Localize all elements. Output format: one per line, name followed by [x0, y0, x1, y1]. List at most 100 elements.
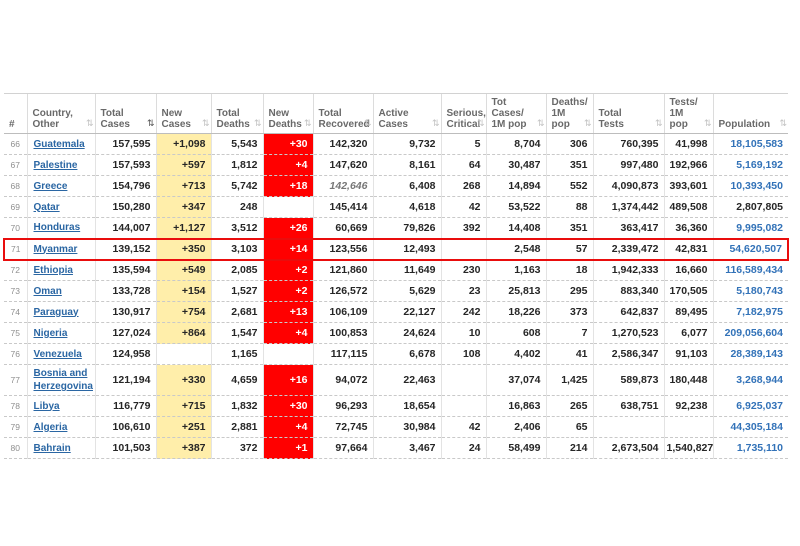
table-row: 75 Nigeria 127,024 +864 1,547 +4 100,853 24,624… — [4, 322, 788, 344]
new-deaths-cell: +30 — [262, 395, 313, 417]
total-recovered-cell: 106,109 — [312, 301, 373, 323]
country-link[interactable]: Oman — [33, 285, 62, 297]
deaths-1m-cell: 88 — [545, 196, 593, 218]
population-link[interactable]: 3,268,944 — [736, 374, 783, 386]
country-link[interactable]: Palestine — [33, 159, 78, 171]
header-tests_1m[interactable]: Tests/1M pop ⇅ — [663, 93, 713, 134]
header-deaths_1m[interactable]: Deaths/1M pop ⇅ — [545, 93, 593, 134]
header-total_recovered[interactable]: Total Recovered ⇅ — [312, 93, 373, 134]
population-link[interactable]: 28,389,143 — [730, 348, 783, 360]
population-link[interactable]: 1,735,110 — [736, 442, 783, 454]
header-new_deaths[interactable]: New Deaths ⇅ — [262, 93, 313, 134]
population-link[interactable]: 44,305,184 — [730, 421, 783, 433]
header-total_deaths[interactable]: Total Deaths ⇅ — [210, 93, 263, 134]
total-cases-cell: 139,152 — [94, 237, 156, 261]
header-label: Deaths/ — [551, 97, 588, 108]
header-population[interactable]: Population ⇅ — [712, 93, 788, 134]
total-recovered-cell: 100,853 — [312, 322, 373, 344]
population-link[interactable]: 10,393,450 — [730, 180, 783, 192]
serious-critical-cell: 230 — [440, 259, 486, 281]
table-row: 73 Oman 133,728 +154 1,527 +2 126,572 5,629 23 25… — [4, 280, 788, 302]
sort-icon: ⇅ — [536, 119, 545, 129]
country-link[interactable]: Ethiopia — [33, 264, 73, 276]
total-recovered-cell: 142,646 — [312, 175, 373, 197]
country-link[interactable]: Algeria — [33, 421, 68, 433]
country-link[interactable]: Myanmar — [33, 243, 78, 255]
header-label: Total — [598, 108, 622, 119]
sort-icon: ⇅ — [431, 119, 440, 129]
population-link[interactable]: 116,589,434 — [725, 264, 783, 277]
population-link[interactable]: 5,180,743 — [736, 285, 783, 297]
header-active_cases[interactable]: Active Cases ⇅ — [372, 93, 441, 134]
country-link[interactable]: Honduras — [33, 222, 81, 234]
total-tests-cell: 1,374,442 — [592, 196, 664, 218]
new-deaths-cell: +2 — [262, 280, 313, 302]
total-cases-cell: 157,593 — [94, 154, 156, 176]
header-country[interactable]: Country, Other ⇅ — [26, 93, 95, 134]
country-link[interactable]: Venezuela — [33, 348, 82, 360]
active-cases-cell: 11,649 — [372, 259, 441, 281]
header-label: Active — [378, 108, 409, 119]
header-label: Cases — [161, 119, 191, 130]
total-cases-cell: 154,796 — [94, 175, 156, 197]
deaths-1m-cell: 552 — [545, 175, 593, 197]
population-link[interactable]: 9,995,082 — [736, 221, 783, 234]
total-deaths-cell: 3,512 — [210, 217, 263, 239]
population-link[interactable]: 209,056,604 — [724, 327, 783, 339]
header-new_cases[interactable]: New Cases ⇅ — [155, 93, 211, 134]
serious-critical-cell: 42 — [440, 416, 486, 438]
total-cases-cell: 101,503 — [94, 437, 156, 459]
new-deaths-cell: +14 — [262, 237, 313, 261]
population-link[interactable]: 54,620,507 — [729, 243, 782, 255]
total-recovered-cell: 117,115 — [312, 343, 373, 365]
header-tot_cases_1m[interactable]: Tot Cases/1M pop ⇅ — [485, 93, 546, 134]
sort-icon: ⇅ — [779, 119, 787, 129]
total-cases-cell: 157,595 — [94, 133, 156, 155]
population-link[interactable]: 18,105,583 — [730, 138, 783, 150]
header-total_cases[interactable]: Total Cases ⇅ — [94, 93, 156, 134]
table-row: 79 Algeria 106,610 +251 2,881 +4 72,745 30,984 4… — [4, 416, 788, 438]
deaths-1m-cell: 7 — [545, 322, 593, 344]
header-serious_critical[interactable]: Serious, Critical ⇅ — [440, 93, 486, 134]
total-deaths-cell: 248 — [210, 196, 263, 218]
new-deaths-cell: +18 — [262, 175, 313, 197]
tot-cases-1m-cell: 16,863 — [485, 395, 546, 417]
population-link[interactable]: 6,925,037 — [736, 400, 783, 412]
total-tests-cell — [592, 416, 664, 438]
header-label: 1M pop — [551, 108, 570, 130]
tot-cases-1m-cell: 1,163 — [485, 259, 546, 281]
new-deaths-cell: +30 — [262, 133, 313, 155]
active-cases-cell: 79,826 — [372, 217, 441, 239]
tot-cases-1m-cell: 608 — [485, 322, 546, 344]
total-recovered-cell: 97,664 — [312, 437, 373, 459]
header-label: Total — [100, 108, 124, 119]
country-link[interactable]: Libya — [33, 400, 60, 412]
country-cell: Palestine — [26, 154, 95, 176]
total-cases-cell: 121,194 — [94, 364, 156, 396]
total-tests-cell: 760,395 — [592, 133, 664, 155]
deaths-1m-cell: 265 — [545, 395, 593, 417]
header-label: 1M pop — [669, 108, 688, 130]
country-link[interactable]: Bosnia and Herzegovina — [33, 368, 93, 392]
sort-icon: ⇅ — [303, 119, 312, 129]
country-link[interactable]: Qatar — [33, 201, 60, 213]
total-recovered-cell: 96,293 — [312, 395, 373, 417]
country-link[interactable]: Paraguay — [33, 306, 79, 318]
header-total_tests[interactable]: Total Tests ⇅ — [592, 93, 664, 134]
country-link[interactable]: Greece — [33, 180, 68, 192]
population-link[interactable]: 7,182,975 — [736, 306, 783, 318]
new-deaths-cell: +26 — [262, 217, 313, 239]
population-link[interactable]: 5,169,192 — [736, 159, 783, 171]
tests-1m-cell: 6,077 — [663, 322, 713, 344]
country-link[interactable]: Guatemala — [33, 138, 85, 150]
sort-icon: ⇅ — [476, 119, 485, 129]
country-link[interactable]: Nigeria — [33, 327, 68, 339]
active-cases-cell: 6,678 — [372, 343, 441, 365]
total-cases-cell: 133,728 — [94, 280, 156, 302]
population-cell: 18,105,583 — [712, 133, 788, 155]
country-link[interactable]: Bahrain — [33, 442, 71, 454]
tot-cases-1m-cell: 4,402 — [485, 343, 546, 365]
deaths-1m-cell: 351 — [545, 154, 593, 176]
population-cell: 9,995,082 — [712, 217, 788, 239]
header-label: Critical — [446, 119, 481, 130]
